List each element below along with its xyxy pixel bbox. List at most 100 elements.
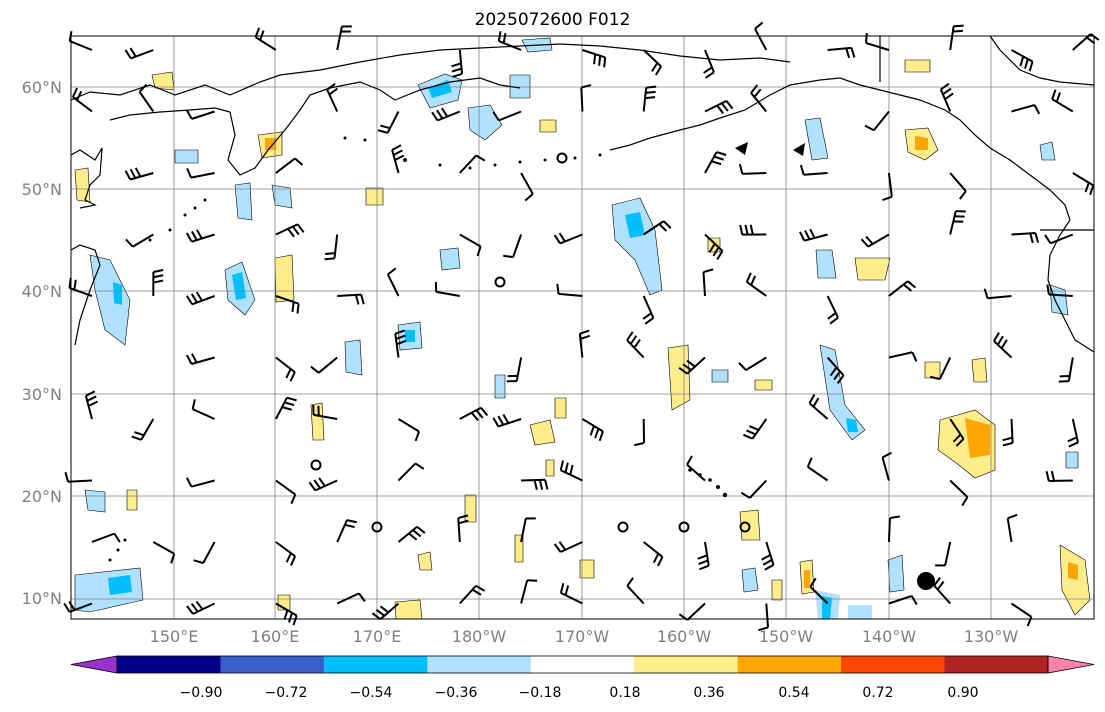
- station-marker: [917, 572, 935, 590]
- latitude-labels: 10°N 20°N 30°N 40°N 50°N 60°N: [22, 78, 62, 608]
- lat-label: 20°N: [22, 487, 62, 506]
- wind-barb: [758, 603, 770, 632]
- wind-barb: [124, 47, 154, 60]
- wind-barb: [704, 99, 734, 115]
- wind-barb: [71, 87, 93, 113]
- wind-barb: [185, 109, 215, 120]
- wind-barb: [152, 541, 176, 564]
- wind-barb: [371, 602, 400, 621]
- map-frame: [70, 35, 1095, 620]
- wind-barb: [881, 451, 892, 481]
- wind-barb: [386, 267, 400, 297]
- colorbar-label: −0.36: [435, 685, 478, 701]
- wind-barb: [185, 291, 215, 306]
- wind-barb: [185, 229, 215, 243]
- wind-barb: [738, 163, 767, 175]
- wind-barb: [275, 157, 304, 174]
- lon-label: 180°W: [452, 627, 507, 646]
- wind-barb: [808, 394, 829, 420]
- wind-barb: [993, 332, 1013, 359]
- colorbar-segment: [530, 656, 635, 673]
- wind-barb: [124, 167, 154, 181]
- wind-barb: [1046, 284, 1073, 297]
- wind-barb-layer: [63, 21, 1100, 632]
- wind-barb: [275, 479, 297, 505]
- wind-barb: [397, 526, 426, 543]
- wind-barb: [312, 404, 338, 420]
- colorbar-segment: [323, 656, 428, 673]
- wind-barb: [704, 233, 724, 261]
- colorbar-extend-low: [70, 655, 118, 674]
- wind-flag-marker: [793, 143, 805, 156]
- map-plot-area: [63, 21, 1100, 632]
- wind-barb: [397, 418, 420, 442]
- wind-barb: [704, 151, 727, 174]
- map-title: 2025072600 F012: [474, 10, 631, 30]
- wind-barb: [634, 418, 646, 447]
- wind-barb: [1006, 513, 1018, 543]
- colorbar-label: −0.18: [519, 685, 562, 701]
- wind-barb: [91, 532, 121, 543]
- wind-barb: [864, 32, 890, 51]
- wind-barb: [935, 541, 952, 567]
- wind-barb: [520, 579, 538, 604]
- colorbar-segment: [117, 656, 221, 673]
- colorbar-segment: [737, 656, 842, 673]
- wind-barb: [391, 144, 405, 174]
- colorbar-outline: [116, 655, 1049, 674]
- lon-label: 170°W: [555, 627, 610, 646]
- wind-barb: [457, 514, 469, 543]
- lat-label: 60°N: [22, 78, 62, 97]
- wind-barb: [742, 418, 768, 440]
- colorbar-label: −0.54: [350, 685, 393, 701]
- colorbar-label: 0.54: [778, 685, 809, 701]
- lat-label: 10°N: [22, 589, 62, 608]
- wind-barb: [642, 85, 657, 112]
- wind-barb: [929, 357, 952, 381]
- wind-barb: [626, 331, 645, 359]
- lon-label: 140°W: [862, 627, 917, 646]
- colorbar-segment: [427, 656, 532, 673]
- lat-label: 40°N: [22, 282, 62, 301]
- wind-barb: [193, 541, 216, 565]
- wind-barb: [949, 210, 966, 235]
- wind-barb: [888, 594, 918, 606]
- wind-barb: [553, 232, 583, 245]
- wind-flag-marker: [735, 142, 748, 155]
- wind-barb: [64, 471, 93, 483]
- wind-barb: [888, 351, 918, 362]
- lon-label: 130°W: [964, 627, 1019, 646]
- wind-barb: [1011, 231, 1040, 244]
- wind-barb: [703, 49, 715, 79]
- wind-barb: [275, 541, 297, 566]
- wind-barb: [63, 601, 93, 613]
- wind-barb: [983, 288, 1012, 300]
- wind-barb: [887, 515, 901, 543]
- wind-barb: [1011, 49, 1034, 72]
- wind-barb: [740, 479, 768, 499]
- wind-barb: [643, 541, 664, 567]
- wind-barb: [809, 577, 829, 605]
- wind-barb: [806, 457, 829, 482]
- wind-barb: [521, 478, 549, 491]
- colorbar-segment: [634, 656, 739, 673]
- wind-barb: [559, 582, 583, 605]
- lon-label: 160°W: [657, 627, 712, 646]
- wind-barb: [459, 154, 486, 174]
- wind-barb: [739, 224, 767, 236]
- colorbar-segment: [944, 656, 1049, 673]
- wind-barb: [1051, 89, 1074, 113]
- wind-barb: [431, 107, 461, 122]
- longitude-labels: 150°E 160°E 170°E 180°W 170°W 160°W 150°…: [150, 627, 1019, 646]
- wind-barb: [1045, 470, 1073, 483]
- wind-barb: [642, 295, 655, 325]
- colorbar-label: −0.72: [265, 685, 308, 701]
- wind-barb: [582, 49, 607, 68]
- wind-barb: [580, 84, 592, 112]
- wind-barb: [275, 602, 298, 626]
- lat-label: 30°N: [22, 385, 62, 404]
- wind-barb: [394, 329, 407, 358]
- colorbar-extend-high: [1047, 655, 1095, 674]
- wind-barb: [581, 418, 604, 442]
- wind-barb: [949, 172, 967, 200]
